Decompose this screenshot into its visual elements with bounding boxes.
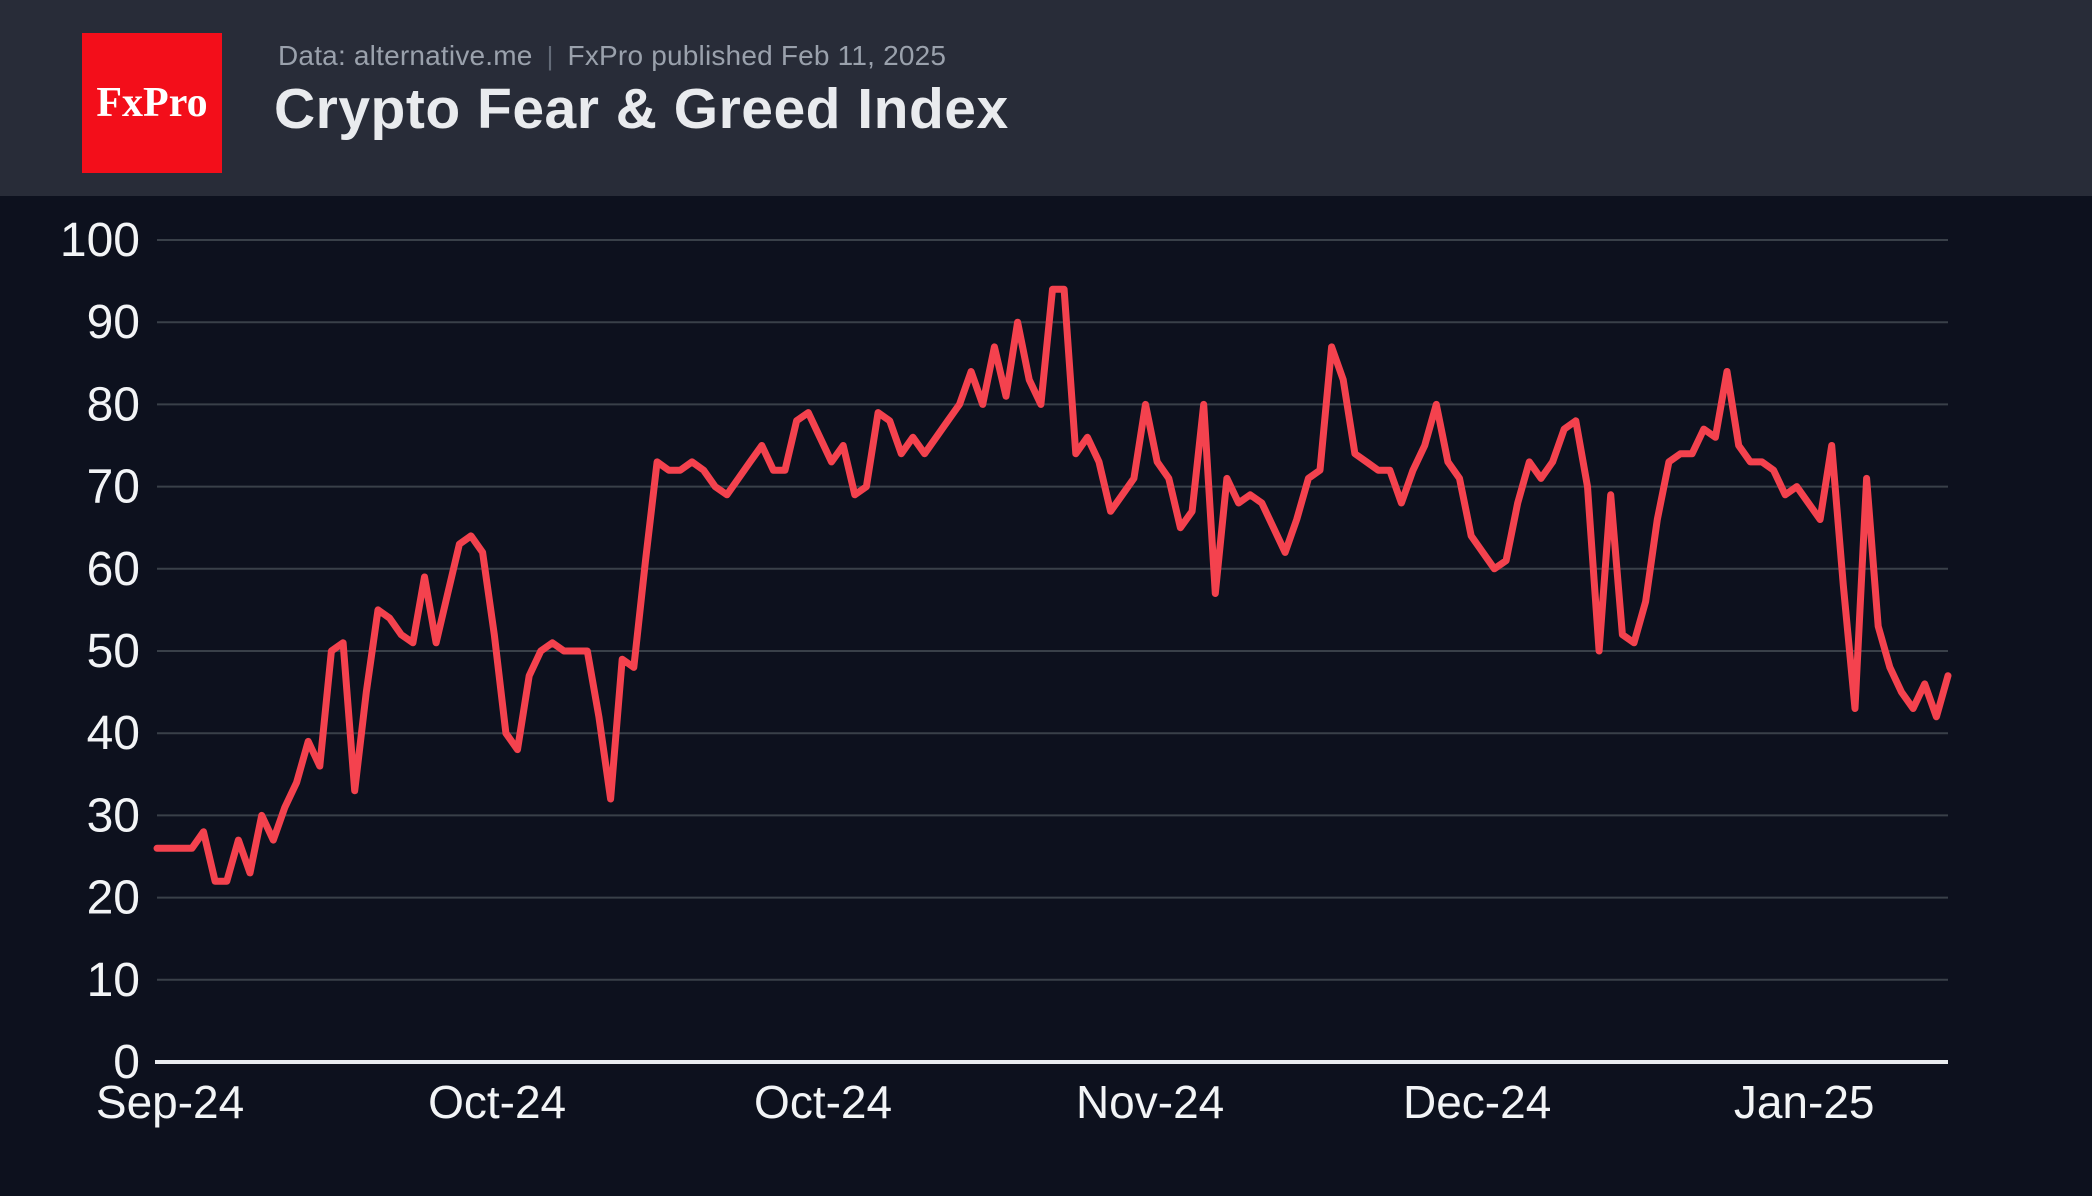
fxpro-logo: FxPro [82,33,222,173]
y-tick-label: 60 [87,543,140,596]
y-tick-label: 50 [87,625,140,678]
page-title: Crypto Fear & Greed Index [274,77,1009,141]
y-tick-label: 30 [87,789,140,842]
source-separator: | [546,41,554,71]
fear-greed-line-chart: 0 10 20 30 40 50 60 70 80 90 100 Sep-24 Oct-24 Oct-24… [60,214,1952,1128]
x-tick-label: Nov-24 [1076,1076,1224,1128]
y-tick-label: 90 [87,296,140,349]
y-tick-label: 10 [87,954,140,1007]
y-tick-label: 0 [113,1036,140,1089]
header-bar: FxPro Data: alternative.me | FxPro publish… [0,0,2092,196]
x-tick-label: Sep-24 [96,1076,244,1128]
index-line [153,285,1952,885]
y-tick-label: 70 [87,461,140,514]
x-tick-label: Oct-24 [754,1076,892,1128]
data-source-label: Data: alternative.me [278,40,533,71]
y-tick-label: 100 [60,214,140,267]
published-label: FxPro published Feb 11, 2025 [567,40,947,71]
y-tick-label: 80 [87,378,140,431]
y-tick-label: 20 [87,872,140,925]
y-tick-label: 40 [87,707,140,760]
x-tick-label: Oct-24 [428,1076,566,1128]
x-tick-label: Jan-25 [1734,1076,1875,1128]
source-line: Data: alternative.me | FxPro published Feb… [278,40,946,72]
fxpro-logo-text: FxPro [96,80,208,126]
chart-area: 0 10 20 30 40 50 60 70 80 90 100 Sep-24 Oct-24 Oct-24… [0,196,2092,1196]
x-tick-label: Dec-24 [1403,1076,1551,1128]
